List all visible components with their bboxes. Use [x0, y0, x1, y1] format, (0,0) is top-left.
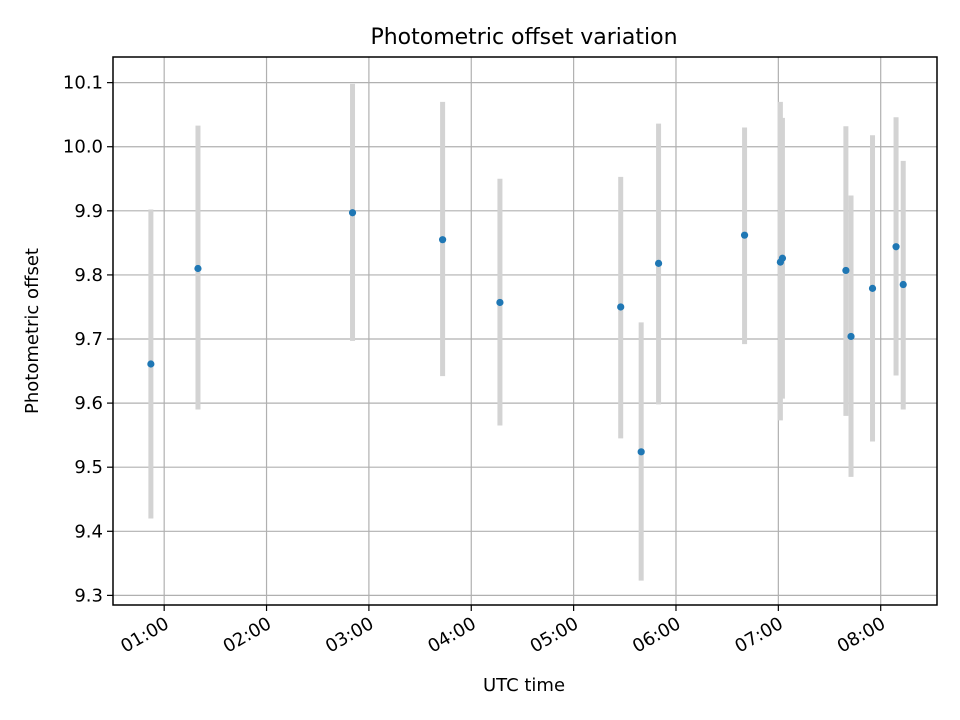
- y-tick-label: 9.6: [74, 393, 103, 414]
- data-point: [496, 298, 504, 307]
- data-point: [348, 209, 357, 217]
- data-point: [194, 264, 202, 273]
- data-point: [637, 448, 645, 456]
- data-point: [617, 303, 625, 311]
- data-point: [847, 332, 855, 341]
- data-point: [439, 236, 447, 244]
- x-tick-label: 08:00: [834, 613, 889, 657]
- x-tick-label: 01:00: [117, 613, 172, 657]
- x-axis-ticks: 01:00 02:00 03:00 04:00 05:00 06:00 07:00 08:00: [117, 605, 889, 657]
- data-point: [740, 231, 749, 239]
- x-tick-label: 06:00: [629, 613, 684, 657]
- data-point: [778, 254, 787, 262]
- x-tick-label: 04:00: [424, 613, 479, 657]
- grid: [113, 57, 937, 605]
- y-tick-label: 9.5: [74, 457, 103, 478]
- data-points: [147, 209, 907, 456]
- x-axis-label: UTC time: [483, 675, 565, 696]
- y-tick-label: 9.7: [74, 329, 103, 350]
- data-point: [842, 266, 850, 275]
- x-tick-label: 02:00: [220, 613, 275, 657]
- plot-frame: [112, 56, 938, 606]
- x-tick-label: 05:00: [527, 613, 582, 657]
- y-axis-label: Photometric offset: [22, 248, 43, 414]
- data-point: [899, 280, 907, 289]
- error-bars: [148, 83, 906, 581]
- y-tick-label: 10.1: [63, 73, 103, 94]
- data-point: [868, 284, 877, 292]
- y-tick-label: 9.9: [74, 201, 103, 222]
- y-tick-label: 9.3: [74, 585, 103, 606]
- x-tick-label: 07:00: [731, 613, 786, 657]
- data-point: [654, 259, 663, 267]
- data-point: [147, 360, 155, 368]
- y-axis-ticks: 9.3 9.4 9.5 9.6 9.7 9.8 9.9 10.0 10.1: [63, 73, 113, 606]
- y-tick-label: 9.8: [74, 265, 103, 286]
- x-tick-label: 03:00: [322, 613, 377, 657]
- y-tick-label: 9.4: [74, 521, 103, 542]
- chart-title: Photometric offset variation: [370, 25, 677, 50]
- y-tick-label: 10.0: [63, 137, 103, 158]
- data-point: [892, 243, 900, 251]
